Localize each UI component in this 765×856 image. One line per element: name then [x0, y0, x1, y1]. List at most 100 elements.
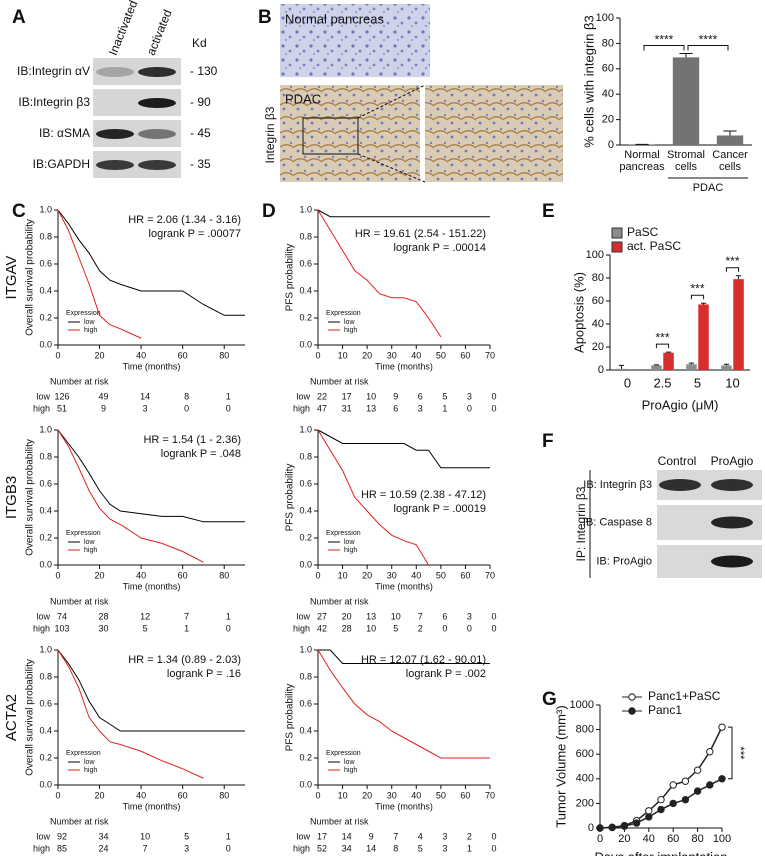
x-tick-label: 10 — [338, 570, 348, 580]
bar — [698, 304, 709, 370]
series-line — [317, 429, 429, 566]
risk-row-label: high — [293, 843, 310, 853]
risk-value: 3 — [442, 831, 447, 841]
risk-value: 10 — [391, 611, 401, 621]
image-caption: PDAC — [285, 91, 321, 106]
zoom-box — [302, 117, 359, 155]
risk-value: 5 — [393, 623, 398, 633]
risk-value: 0 — [491, 831, 496, 841]
hr-text: HR = 10.59 (2.38 - 47.12) — [361, 489, 486, 501]
blot-band — [96, 160, 134, 170]
y-axis-title: PFS probability — [285, 684, 296, 752]
risk-row-label: high — [293, 403, 310, 413]
row-label: IB: ProAgio — [596, 555, 652, 567]
hr-text: HR = 12.07 (1.62 - 90.01) — [361, 654, 486, 666]
risk-value: 5 — [143, 623, 148, 633]
x-tick-label: 5 — [694, 375, 701, 390]
x-axis-title: Time (months) — [123, 581, 181, 591]
risk-value: 1 — [184, 623, 189, 633]
y-axis-title: Overall survival probability — [25, 439, 36, 556]
risk-value: 6 — [418, 391, 423, 401]
kd-label: - 45 — [190, 126, 211, 140]
x-tick-label: 0 — [55, 790, 60, 800]
y-tick-label: 0.2 — [299, 752, 312, 762]
y-tick-label: 40 — [602, 88, 614, 100]
x-tick-label: 20 — [95, 790, 105, 800]
y-tick-label: 1.0 — [299, 424, 312, 434]
x-tick-label: 20 — [95, 570, 105, 580]
stain-label: Integrin β3 — [263, 106, 277, 163]
legend-label: Panc1+PaSC — [648, 689, 721, 703]
x-tick-label: 0 — [55, 570, 60, 580]
y-tick-label: 0.2 — [299, 312, 312, 322]
y-tick-label: 0.8 — [299, 671, 312, 681]
risk-value: 85 — [57, 843, 67, 853]
risk-row-label: high — [33, 623, 50, 633]
column-header: Control — [658, 454, 697, 468]
y-tick-label: 60 — [602, 63, 614, 75]
y-tick-label: 0.0 — [39, 559, 52, 569]
x-tick-label: 20 — [95, 350, 105, 360]
x-tick-label: 20 — [362, 350, 372, 360]
point — [608, 823, 616, 832]
risk-value: 1 — [226, 611, 231, 621]
point — [669, 781, 677, 789]
error-bar — [618, 364, 625, 369]
point — [681, 796, 690, 804]
series-line — [317, 429, 490, 469]
y-tick-label: 0.2 — [39, 532, 52, 542]
x-tick-label: 40 — [643, 833, 655, 845]
y-tick-label: 0.4 — [39, 725, 52, 735]
risk-row-label: low — [296, 831, 310, 841]
risk-value: 24 — [99, 843, 109, 853]
sig-bracket — [655, 343, 670, 349]
column-header: activated — [144, 8, 175, 58]
row-label: IB:Integrin β3 — [18, 95, 90, 109]
y-axis-title: Overall survival probability — [25, 659, 36, 776]
risk-value: 0 — [491, 843, 496, 853]
gene-label: ACTA2 — [3, 694, 20, 741]
series-line — [57, 649, 245, 732]
legend-swatch — [611, 227, 623, 239]
x-tick-label: 80 — [219, 350, 229, 360]
risk-value: 10 — [366, 391, 376, 401]
point — [645, 807, 653, 815]
y-tick-label: 0.4 — [39, 285, 52, 295]
y-tick-label: 0.8 — [299, 451, 312, 461]
risk-value: 27 — [317, 611, 327, 621]
point — [693, 766, 702, 774]
legend-swatch — [611, 241, 623, 253]
risk-value: 3 — [143, 403, 148, 413]
legend-label: act. PaSC — [627, 239, 681, 253]
sig-label: *** — [725, 254, 739, 268]
x-tick-label: 80 — [219, 570, 229, 580]
point — [718, 723, 726, 731]
risk-value: 10 — [140, 831, 150, 841]
x-tick-label: 60 — [178, 570, 188, 580]
sig-label: *** — [655, 330, 669, 344]
image-caption: Normal pancreas — [285, 11, 384, 26]
image-zoom — [425, 85, 563, 182]
x-tick-label: 70 — [485, 350, 495, 360]
y-tick-label: 100 — [586, 249, 604, 261]
y-tick-label: 0.4 — [39, 505, 52, 515]
legend-title: Expression — [66, 750, 101, 757]
bar — [721, 365, 732, 370]
risk-value: 9 — [101, 403, 106, 413]
risk-value: 13 — [366, 403, 376, 413]
kd-label: - 90 — [190, 95, 211, 109]
risk-value: 8 — [184, 391, 189, 401]
y-tick-label: 100 — [596, 12, 614, 24]
risk-value: 52 — [317, 843, 327, 853]
legend-label: high — [344, 767, 357, 774]
sig-label: *** — [734, 747, 746, 761]
risk-value: 3 — [467, 611, 472, 621]
x-tick-label: 60 — [460, 790, 470, 800]
y-tick-label: 0.4 — [299, 505, 312, 515]
logrank-text: logrank P = .00014 — [394, 242, 486, 254]
y-tick-label: 0.6 — [299, 698, 312, 708]
x-tick-label: 20 — [362, 570, 372, 580]
kd-label: - 130 — [190, 64, 218, 78]
risk-value: 14 — [342, 831, 352, 841]
